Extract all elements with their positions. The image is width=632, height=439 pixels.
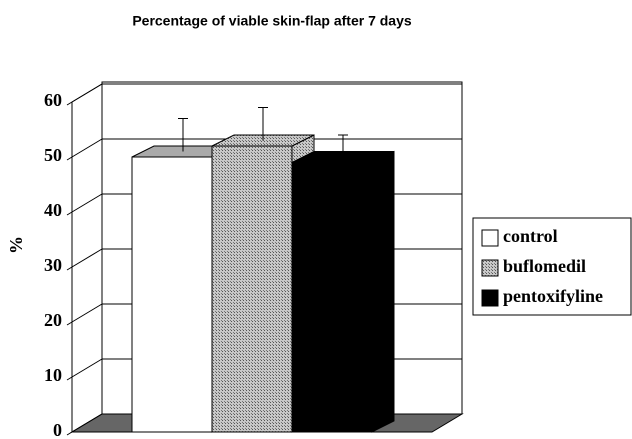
y-tick-label: 10 (44, 365, 62, 385)
y-tick-label: 40 (44, 200, 62, 220)
legend-box (472, 217, 632, 316)
legend-swatch (481, 259, 499, 277)
tick-mark (66, 303, 103, 326)
tick-mark (66, 413, 103, 436)
tick-mark (66, 358, 103, 381)
y-tick-label: 20 (44, 310, 62, 330)
legend-swatch (481, 289, 499, 307)
bar (211, 145, 293, 433)
legend-label: control (503, 226, 558, 246)
legend-swatch (481, 229, 499, 247)
y-tick-label: 0 (53, 420, 62, 439)
bar (291, 162, 373, 433)
legend: control buflomedil pentoxifyline (481, 226, 603, 307)
plot: 0 10 20 30 40 50 60 (44, 81, 464, 439)
tick-mark (66, 193, 103, 216)
tick-mark (66, 248, 103, 271)
chart-title: Percentage of viable skin-flap after 7 d… (132, 13, 412, 29)
y-tick-label: 60 (44, 90, 62, 110)
tick-mark (66, 138, 103, 161)
legend-label: pentoxifyline (503, 286, 603, 306)
y-tick-label: 30 (44, 255, 62, 275)
tick-mark (66, 83, 103, 106)
y-axis-label: % (6, 236, 26, 254)
bar-side (371, 150, 395, 433)
y-tick-label: 50 (44, 145, 62, 165)
bar (131, 156, 213, 433)
legend-label: buflomedil (503, 256, 586, 276)
